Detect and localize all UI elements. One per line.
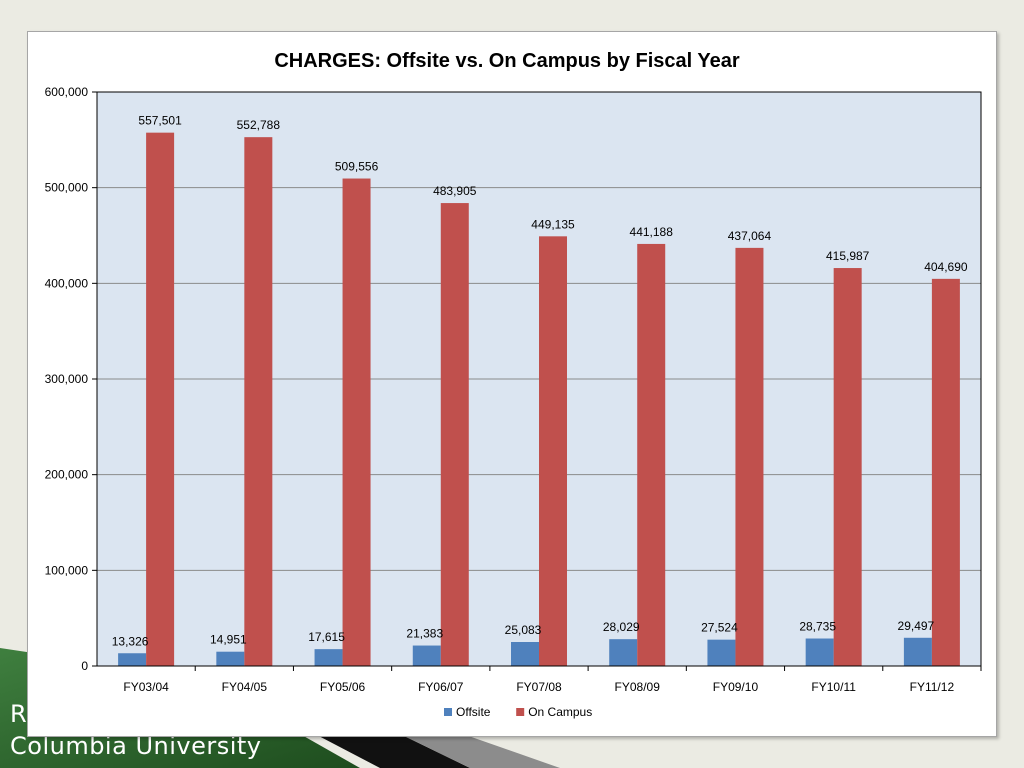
legend: Offsite On Campus [444, 705, 592, 719]
data-label-on-campus: 483,905 [433, 184, 477, 198]
bars [118, 132, 960, 667]
bar-on-campus [735, 247, 764, 667]
bar-offsite [412, 645, 441, 666]
x-tick-label: FY05/06 [320, 680, 366, 694]
bar-on-campus [342, 178, 371, 666]
legend-swatch-offsite [444, 708, 452, 716]
chart-title: CHARGES: Offsite vs. On Campus by Fiscal… [274, 50, 740, 72]
y-tick-label: 600,000 [45, 85, 89, 99]
y-tick-label: 100,000 [45, 563, 89, 577]
x-tick-label: FY06/07 [418, 680, 464, 694]
footer-line-1: R [10, 700, 28, 728]
data-label-on-campus: 441,188 [630, 225, 674, 239]
bar-on-campus [931, 278, 960, 666]
x-tick-label: FY04/05 [222, 680, 268, 694]
bar-offsite [903, 637, 932, 666]
x-tick-label: FY10/11 [811, 680, 856, 694]
bar-chart: CHARGES: Offsite vs. On Campus by Fiscal… [45, 50, 982, 719]
data-label-offsite: 13,326 [112, 634, 149, 648]
bar-on-campus [244, 137, 273, 666]
data-labels: 13,326 557,501 14,951 552,788 17,615 509,556 2… [112, 114, 968, 649]
data-label-offsite: 17,615 [308, 630, 345, 644]
data-label-on-campus: 437,064 [728, 229, 772, 243]
y-tick-label: 0 [81, 659, 88, 673]
y-tick-label: 200,000 [45, 468, 89, 482]
bar-offsite [511, 642, 539, 666]
bar-offsite [216, 651, 245, 666]
bar-offsite [609, 639, 638, 666]
bar-on-campus [539, 236, 567, 666]
data-label-offsite: 14,951 [210, 633, 247, 647]
data-label-on-campus: 557,501 [138, 114, 182, 128]
data-label-on-campus: 449,135 [531, 217, 575, 231]
x-tick-label: FY03/04 [123, 680, 169, 694]
data-label-offsite: 28,029 [603, 620, 640, 634]
x-tick-label: FY08/09 [615, 680, 661, 694]
bar-on-campus [637, 243, 666, 666]
data-label-on-campus: 404,690 [924, 260, 968, 274]
bar-offsite [314, 649, 343, 666]
x-axis: FY03/04 FY04/05 FY05/06 FY06/07 FY07/08 FY08/… [123, 666, 982, 694]
data-label-offsite: 27,524 [701, 621, 738, 635]
data-label-offsite: 21,383 [406, 627, 443, 641]
legend-label-on-campus: On Campus [528, 705, 592, 719]
y-axis: 0 100,000 200,000 300,000 400,000 500,000 600,… [45, 85, 97, 673]
x-tick-label: FY07/08 [516, 680, 562, 694]
data-label-on-campus: 509,556 [335, 160, 379, 174]
x-tick-label: FY09/10 [713, 680, 759, 694]
y-tick-label: 500,000 [45, 181, 89, 195]
y-tick-label: 400,000 [45, 276, 89, 290]
plot-border [96, 91, 982, 667]
bar-on-campus [440, 203, 469, 666]
bar-on-campus [833, 268, 862, 666]
legend-swatch-on-campus [516, 708, 525, 716]
data-label-offsite: 28,735 [799, 620, 836, 634]
bar-offsite [707, 639, 736, 666]
y-tick-label: 300,000 [45, 372, 89, 386]
bar-offsite [118, 653, 147, 666]
legend-label-offsite: Offsite [456, 705, 491, 719]
bar-offsite [805, 638, 834, 666]
data-label-offsite: 25,083 [505, 623, 542, 637]
data-label-on-campus: 552,788 [237, 118, 281, 132]
bar-on-campus [146, 132, 175, 667]
x-tick-label: FY11/12 [910, 680, 955, 694]
data-label-on-campus: 415,987 [826, 249, 870, 263]
data-label-offsite: 29,497 [898, 619, 935, 633]
chart-panel: CHARGES: Offsite vs. On Campus by Fiscal… [27, 31, 997, 737]
